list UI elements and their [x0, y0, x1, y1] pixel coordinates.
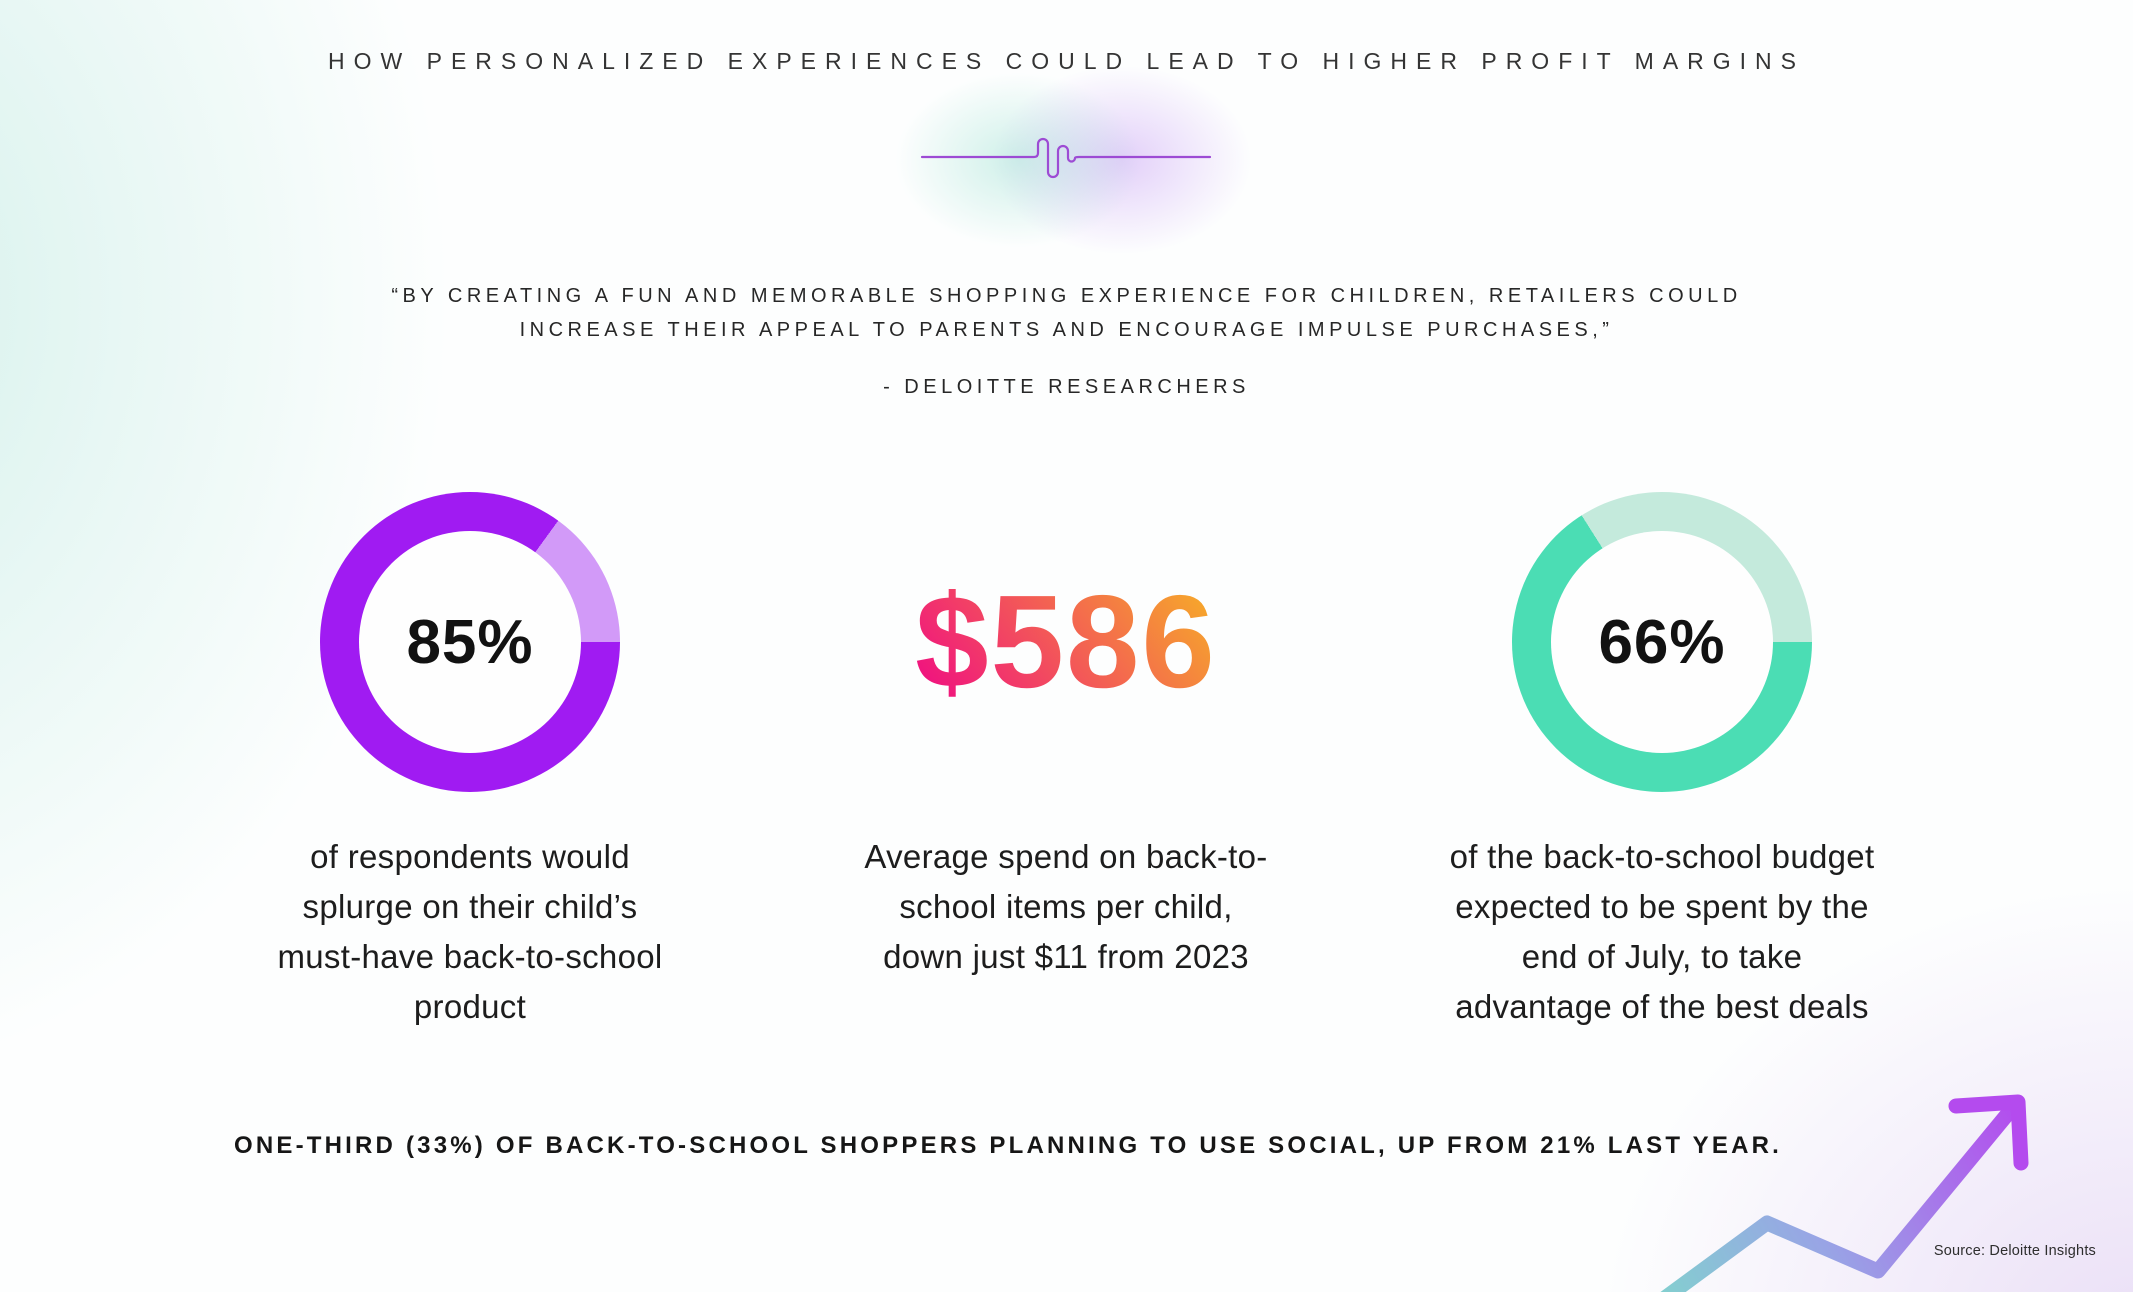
stat-column-splurge: 85% of respondents would splurge on thei… [190, 492, 750, 1052]
donut-hole: 85% [359, 531, 581, 753]
donut-value-label: 66% [1598, 607, 1726, 677]
donut-hole: 66% [1551, 531, 1773, 753]
big-number-wrap: $586 [786, 492, 1346, 792]
pulse-divider-icon [920, 137, 1212, 179]
donut-chart-66-percent: 66% [1512, 492, 1812, 792]
stat-caption: Average spend on back-to- school items p… [864, 838, 1268, 975]
stat-caption: of respondents would splurge on their ch… [277, 838, 663, 1025]
donut-value-label: 85% [406, 607, 534, 677]
footnote-statement: ONE-THIRD (33%) OF BACK-TO-SCHOOL SHOPPE… [233, 1132, 1783, 1159]
stat-column-average-spend: $586 Average spend on back-to- school it… [786, 492, 1346, 1052]
page-title: HOW PERSONALIZED EXPERIENCES COULD LEAD … [328, 48, 1805, 74]
source-attribution: Source: Deloitte Insights [1933, 1243, 2096, 1259]
average-spend-value: $586 [915, 568, 1217, 715]
donut-chart-85-percent: 85% [320, 492, 620, 792]
quote-text: “BY CREATING A FUN AND MEMORABLE SHOPPIN… [391, 285, 1742, 341]
stat-caption: of the back-to-school budget expected to… [1449, 838, 1875, 1025]
quote-attribution: - DELOITTE RESEARCHERS [883, 376, 1250, 398]
growth-arrow-icon [1660, 1094, 2029, 1292]
stat-column-budget-july: 66% of the back-to-school budget expecte… [1382, 492, 1942, 1052]
